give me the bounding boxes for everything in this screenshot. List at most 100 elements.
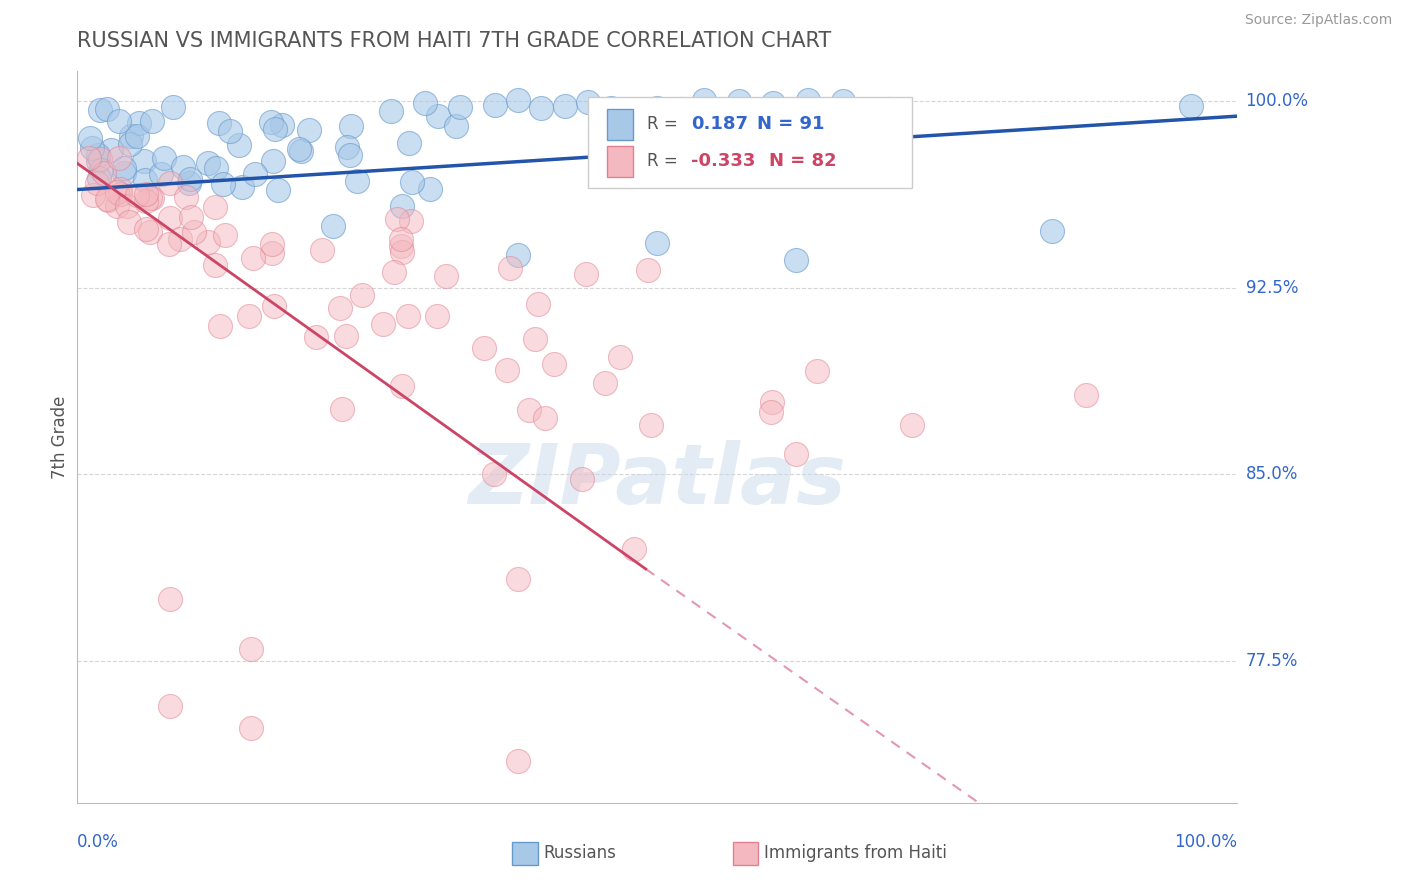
Point (172, 160, 194, 174)
Point (321, 219, 344, 233)
Point (90, 163, 112, 178)
Point (180, 210, 202, 224)
Point (623, 542, 645, 557)
Point (496, 363, 519, 377)
Point (426, 309, 449, 323)
Point (623, 103, 645, 118)
Text: 0.187: 0.187 (690, 115, 748, 133)
Point (105, 199, 128, 213)
Point (108, 151, 131, 165)
Point (380, 103, 402, 118)
Point (340, 119, 363, 133)
Text: R =: R = (647, 115, 683, 133)
Point (543, 357, 565, 371)
Point (120, 129, 142, 144)
Point (382, 265, 405, 279)
Point (506, 93, 529, 107)
Point (243, 167, 266, 181)
Point (134, 172, 156, 186)
Point (482, 467, 505, 481)
Text: 92.5%: 92.5% (1246, 279, 1298, 297)
Point (762, 96, 785, 111)
Point (77, 151, 100, 165)
Point (262, 246, 284, 260)
Point (228, 137, 250, 152)
Point (141, 113, 163, 128)
Point (1076, 388, 1098, 402)
Point (208, 319, 231, 334)
Point (112, 161, 135, 175)
Point (108, 114, 131, 128)
Point (240, 641, 263, 656)
Point (385, 212, 408, 227)
Point (135, 194, 157, 209)
Point (204, 258, 226, 272)
Point (97, 194, 120, 208)
Point (174, 190, 197, 204)
Point (169, 232, 191, 246)
Point (205, 161, 228, 175)
Point (554, 99, 576, 113)
Point (401, 175, 423, 189)
Point (396, 310, 419, 324)
Point (413, 96, 436, 111)
Point (157, 237, 180, 252)
Point (260, 115, 283, 129)
Point (530, 101, 553, 115)
Point (576, 95, 599, 109)
Point (759, 405, 782, 419)
Point (727, 94, 749, 108)
Point (267, 183, 290, 197)
Point (484, 98, 506, 112)
Point (877, 102, 901, 116)
Text: -0.333: -0.333 (690, 153, 755, 170)
Point (290, 144, 312, 158)
Y-axis label: 7th Grade: 7th Grade (51, 395, 69, 479)
Text: Russians: Russians (544, 844, 616, 863)
Point (135, 186, 157, 201)
Point (517, 403, 540, 417)
Point (219, 124, 242, 138)
Point (128, 116, 150, 130)
Point (86, 177, 108, 191)
Point (391, 239, 413, 253)
Point (263, 153, 285, 168)
Point (139, 191, 162, 205)
Point (669, 102, 692, 116)
Point (214, 227, 236, 242)
Text: 0.0%: 0.0% (77, 833, 120, 851)
Point (350, 287, 373, 301)
Point (96, 192, 118, 206)
Point (391, 199, 413, 213)
Point (609, 350, 631, 364)
Point (117, 214, 139, 228)
Point (391, 232, 413, 246)
Point (298, 123, 321, 137)
Point (100, 143, 122, 157)
Point (329, 301, 352, 315)
Point (797, 93, 820, 107)
Point (339, 147, 361, 161)
Point (153, 151, 176, 165)
Point (141, 191, 163, 205)
Text: R =: R = (647, 153, 683, 170)
Point (204, 200, 226, 214)
Point (647, 235, 669, 250)
Point (391, 378, 413, 392)
Point (105, 186, 128, 200)
Text: N = 91: N = 91 (756, 115, 824, 133)
Point (534, 411, 557, 425)
Point (260, 236, 283, 251)
Point (89, 171, 111, 186)
Point (434, 268, 457, 283)
Point (785, 448, 807, 462)
Point (637, 262, 659, 277)
Point (183, 226, 205, 240)
Point (112, 165, 135, 179)
Point (398, 136, 420, 151)
Point (499, 260, 522, 275)
Point (108, 182, 131, 196)
Point (427, 109, 450, 123)
Point (149, 167, 172, 181)
Point (346, 174, 368, 188)
